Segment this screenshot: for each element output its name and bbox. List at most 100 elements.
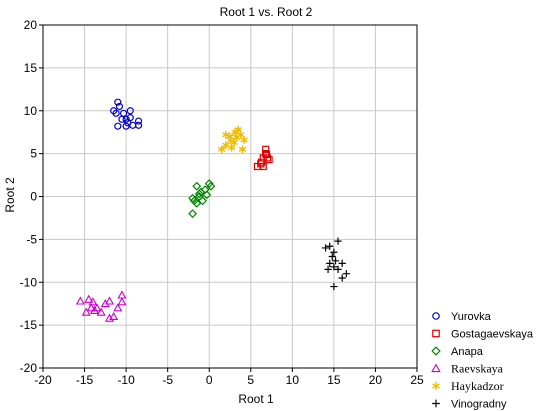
data-point bbox=[114, 98, 122, 106]
data-point bbox=[324, 265, 332, 273]
data-point bbox=[326, 259, 334, 267]
data-point bbox=[81, 307, 91, 316]
x-tick-label: -20 bbox=[34, 373, 52, 387]
legend-marker bbox=[431, 346, 441, 356]
x-tick-label: 0 bbox=[206, 373, 213, 387]
y-tick-label: 10 bbox=[24, 104, 38, 118]
data-point bbox=[330, 248, 338, 256]
data-point bbox=[89, 305, 100, 314]
legend: Yurovka Gostagaevskaya Anapa Raevskaya Hayka… bbox=[431, 311, 534, 411]
data-point bbox=[217, 145, 226, 154]
data-point bbox=[192, 198, 202, 208]
data-point bbox=[342, 270, 350, 278]
data-point bbox=[240, 136, 248, 144]
data-point bbox=[321, 244, 330, 252]
data-point bbox=[328, 252, 336, 261]
data-point bbox=[100, 298, 110, 308]
data-point bbox=[129, 121, 137, 129]
data-point bbox=[330, 282, 338, 291]
data-point bbox=[334, 265, 342, 273]
data-point bbox=[262, 150, 271, 159]
data-point bbox=[331, 257, 340, 265]
data-point bbox=[117, 297, 127, 306]
data-point bbox=[238, 145, 247, 154]
data-point bbox=[117, 290, 127, 299]
series-vinogradny bbox=[321, 237, 350, 291]
y-tick-label: -20 bbox=[20, 361, 38, 375]
data-point bbox=[338, 274, 346, 282]
data-point bbox=[88, 297, 98, 306]
data-point bbox=[227, 143, 236, 152]
data-point bbox=[104, 313, 115, 322]
legend-marker bbox=[432, 329, 440, 338]
data-point bbox=[134, 117, 143, 125]
x-axis-label: Root 1 bbox=[238, 392, 274, 406]
series-raevskaya bbox=[75, 290, 127, 322]
data-point bbox=[262, 145, 270, 153]
series-gostagaevskaya bbox=[253, 145, 273, 171]
x-tick-label: -5 bbox=[162, 373, 173, 387]
data-point bbox=[338, 259, 346, 267]
x-tick-label: 10 bbox=[286, 373, 300, 387]
legend-label: Haykadzor bbox=[451, 379, 504, 393]
data-point bbox=[109, 311, 119, 320]
legend-label: Yurovka bbox=[451, 311, 492, 323]
y-tick-label: -10 bbox=[20, 275, 38, 289]
series-anapa bbox=[188, 179, 216, 219]
y-tick-label: -5 bbox=[26, 232, 37, 246]
data-point bbox=[226, 132, 234, 141]
data-point bbox=[192, 181, 202, 191]
data-point bbox=[122, 122, 130, 130]
data-points bbox=[75, 98, 350, 322]
legend-marker bbox=[432, 399, 440, 408]
x-tick-labels: -20 -15 -10 -5 0 5 10 15 20 25 bbox=[34, 368, 424, 387]
y-tick-label: 15 bbox=[24, 61, 38, 75]
data-point bbox=[206, 181, 216, 191]
grid-lines bbox=[43, 25, 417, 368]
legend-marker bbox=[431, 363, 441, 373]
data-point bbox=[118, 115, 126, 123]
legend-label: Raevskaya bbox=[451, 362, 504, 376]
data-point bbox=[112, 109, 120, 117]
data-point bbox=[257, 158, 266, 166]
data-point bbox=[188, 193, 198, 203]
data-point bbox=[198, 196, 208, 206]
legend-label: Anapa bbox=[451, 346, 484, 358]
x-tick-label: 20 bbox=[369, 373, 383, 387]
data-point bbox=[114, 122, 122, 130]
x-tick-label: -15 bbox=[76, 373, 94, 387]
chart-title: Root 1 vs. Root 2 bbox=[220, 5, 313, 19]
data-point bbox=[96, 307, 106, 316]
data-point bbox=[257, 160, 265, 168]
y-tick-label: 0 bbox=[30, 190, 37, 204]
y-tick-labels: 20 15 10 5 0 -5 -10 -15 -20 bbox=[20, 18, 43, 375]
data-point bbox=[115, 102, 124, 111]
data-point bbox=[334, 237, 342, 245]
legend-marker bbox=[432, 312, 440, 320]
x-tick-label: 5 bbox=[247, 373, 254, 387]
y-tick-label: 20 bbox=[24, 18, 38, 32]
data-point bbox=[326, 242, 334, 250]
x-tick-label: 15 bbox=[327, 373, 341, 387]
y-tick-label: -15 bbox=[20, 318, 38, 332]
series-haykadzor bbox=[217, 125, 248, 154]
y-tick-label: 5 bbox=[30, 147, 37, 161]
data-point bbox=[188, 209, 198, 219]
data-point bbox=[232, 133, 241, 142]
data-point bbox=[113, 303, 123, 312]
data-point bbox=[330, 263, 338, 271]
data-point bbox=[204, 179, 214, 189]
data-point bbox=[84, 294, 94, 303]
y-axis-label: Root 2 bbox=[3, 177, 17, 213]
series-yurovka bbox=[110, 98, 143, 130]
legend-marker bbox=[432, 381, 440, 391]
data-point bbox=[134, 121, 143, 129]
legend-label: Vinogradny bbox=[451, 399, 507, 411]
x-tick-label: -10 bbox=[117, 373, 135, 387]
data-point bbox=[104, 296, 115, 305]
data-point bbox=[122, 115, 130, 123]
data-point bbox=[126, 107, 134, 115]
data-point bbox=[75, 296, 85, 305]
data-point bbox=[202, 190, 212, 200]
